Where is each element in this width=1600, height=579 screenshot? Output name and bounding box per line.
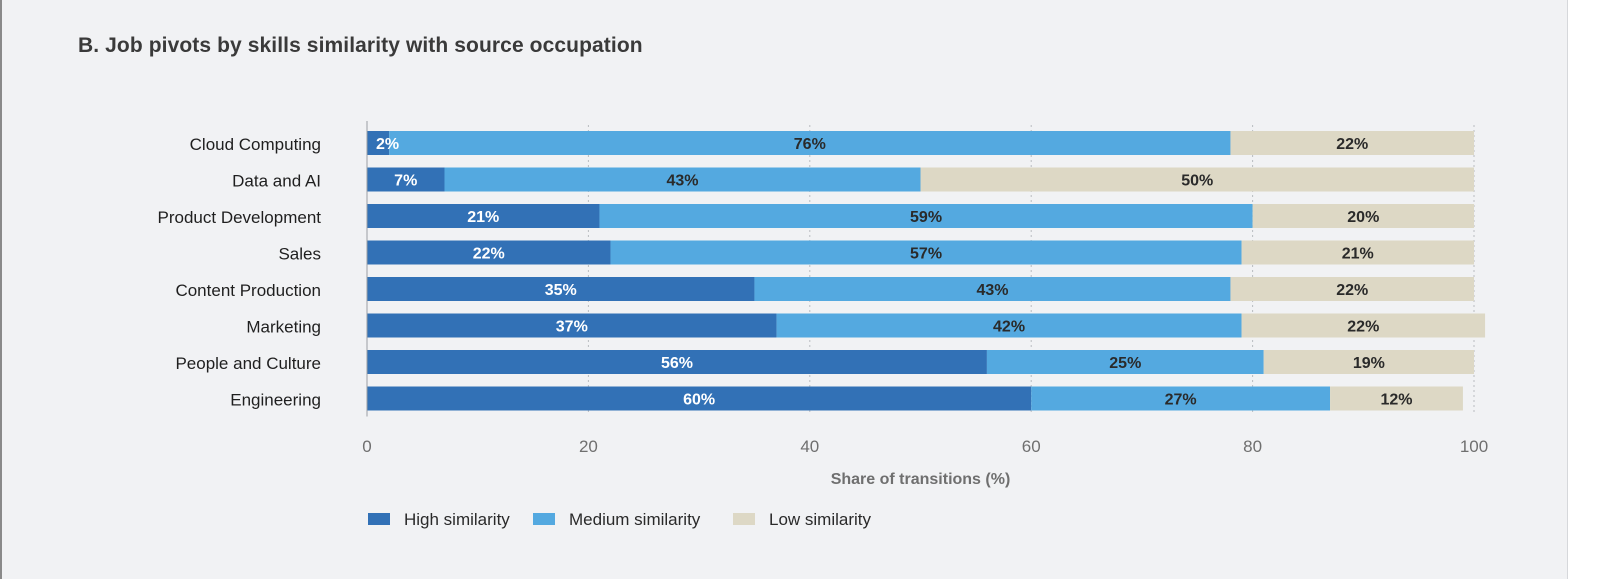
data-label-data-and-ai-low-similarity: 50%	[1181, 173, 1213, 190]
bar-cloud-computing-high-similarity	[367, 131, 390, 155]
x-tick-label-40: 40	[800, 437, 819, 456]
bar-data-and-ai-low-similarity	[920, 167, 1474, 192]
legend-swatch-low-similarity	[733, 513, 755, 525]
data-label-people-and-culture-high-similarity: 56%	[661, 355, 693, 372]
data-label-cloud-computing-medium-similarity: 76%	[794, 136, 826, 153]
data-label-data-and-ai-medium-similarity: 43%	[666, 173, 698, 190]
category-label-product-development: Product Development	[158, 208, 322, 227]
x-tick-label-100: 100	[1460, 437, 1488, 456]
x-axis-title: Share of transitions (%)	[831, 471, 1011, 488]
bar-marketing-medium-similarity	[776, 313, 1242, 338]
data-label-content-production-medium-similarity: 43%	[976, 282, 1008, 299]
bar-product-development-low-similarity	[1252, 204, 1474, 228]
data-label-marketing-low-similarity: 22%	[1347, 319, 1379, 336]
x-tick-label-0: 0	[362, 437, 371, 456]
category-label-engineering: Engineering	[230, 391, 321, 410]
bar-sales-low-similarity	[1241, 240, 1474, 265]
data-label-people-and-culture-low-similarity: 19%	[1353, 355, 1385, 372]
data-label-data-and-ai-high-similarity: 7%	[394, 173, 417, 190]
data-label-engineering-medium-similarity: 27%	[1165, 392, 1197, 409]
data-label-cloud-computing-low-similarity: 22%	[1336, 136, 1368, 153]
bar-people-and-culture-high-similarity	[367, 350, 987, 374]
bar-marketing-high-similarity	[367, 313, 777, 338]
data-label-marketing-medium-similarity: 42%	[993, 319, 1025, 336]
data-label-cloud-computing-high-similarity: 2%	[376, 136, 399, 153]
bar-data-and-ai-medium-similarity	[444, 167, 921, 192]
data-label-product-development-low-similarity: 20%	[1347, 209, 1379, 226]
category-label-data-and-ai: Data and AI	[232, 172, 321, 191]
bar-content-production-medium-similarity	[754, 277, 1231, 301]
bar-people-and-culture-medium-similarity	[986, 350, 1264, 374]
bar-engineering-high-similarity	[367, 386, 1032, 411]
category-label-people-and-culture: People and Culture	[175, 354, 321, 373]
data-label-content-production-high-similarity: 35%	[545, 282, 577, 299]
x-tick-label-20: 20	[579, 437, 598, 456]
bar-sales-medium-similarity	[610, 240, 1242, 265]
bar-sales-high-similarity	[367, 240, 611, 265]
bar-people-and-culture-low-similarity	[1263, 350, 1474, 374]
category-label-content-production: Content Production	[175, 281, 321, 300]
bar-content-production-high-similarity	[367, 277, 755, 301]
bar-engineering-low-similarity	[1330, 386, 1463, 411]
data-label-product-development-high-similarity: 21%	[467, 209, 499, 226]
bar-engineering-medium-similarity	[1031, 386, 1331, 411]
bar-marketing-low-similarity	[1241, 313, 1486, 338]
data-label-engineering-low-similarity: 12%	[1380, 392, 1412, 409]
legend-swatch-medium-similarity	[533, 513, 555, 525]
category-label-cloud-computing: Cloud Computing	[190, 135, 321, 154]
data-label-sales-high-similarity: 22%	[473, 246, 505, 263]
data-label-engineering-high-similarity: 60%	[683, 392, 715, 409]
x-tick-label-80: 80	[1243, 437, 1262, 456]
legend-label-medium-similarity: Medium similarity	[569, 510, 701, 529]
chart-title: B. Job pivots by skills similarity with …	[78, 34, 643, 57]
x-tick-label-60: 60	[1022, 437, 1041, 456]
bar-cloud-computing-low-similarity	[1230, 131, 1474, 155]
bar-cloud-computing-medium-similarity	[389, 131, 1231, 155]
legend-label-low-similarity: Low similarity	[769, 510, 872, 529]
legend-swatch-high-similarity	[368, 513, 390, 525]
bar-content-production-low-similarity	[1230, 277, 1474, 301]
data-label-marketing-high-similarity: 37%	[556, 319, 588, 336]
data-label-product-development-medium-similarity: 59%	[910, 209, 942, 226]
data-label-sales-medium-similarity: 57%	[910, 246, 942, 263]
legend-label-high-similarity: High similarity	[404, 510, 510, 529]
category-label-sales: Sales	[278, 245, 321, 264]
bar-product-development-medium-similarity	[599, 204, 1253, 228]
bar-product-development-high-similarity	[367, 204, 600, 228]
data-label-people-and-culture-medium-similarity: 25%	[1109, 355, 1141, 372]
category-label-marketing: Marketing	[246, 318, 321, 337]
data-label-content-production-low-similarity: 22%	[1336, 282, 1368, 299]
bar-data-and-ai-high-similarity	[367, 167, 445, 192]
data-label-sales-low-similarity: 21%	[1342, 246, 1374, 263]
